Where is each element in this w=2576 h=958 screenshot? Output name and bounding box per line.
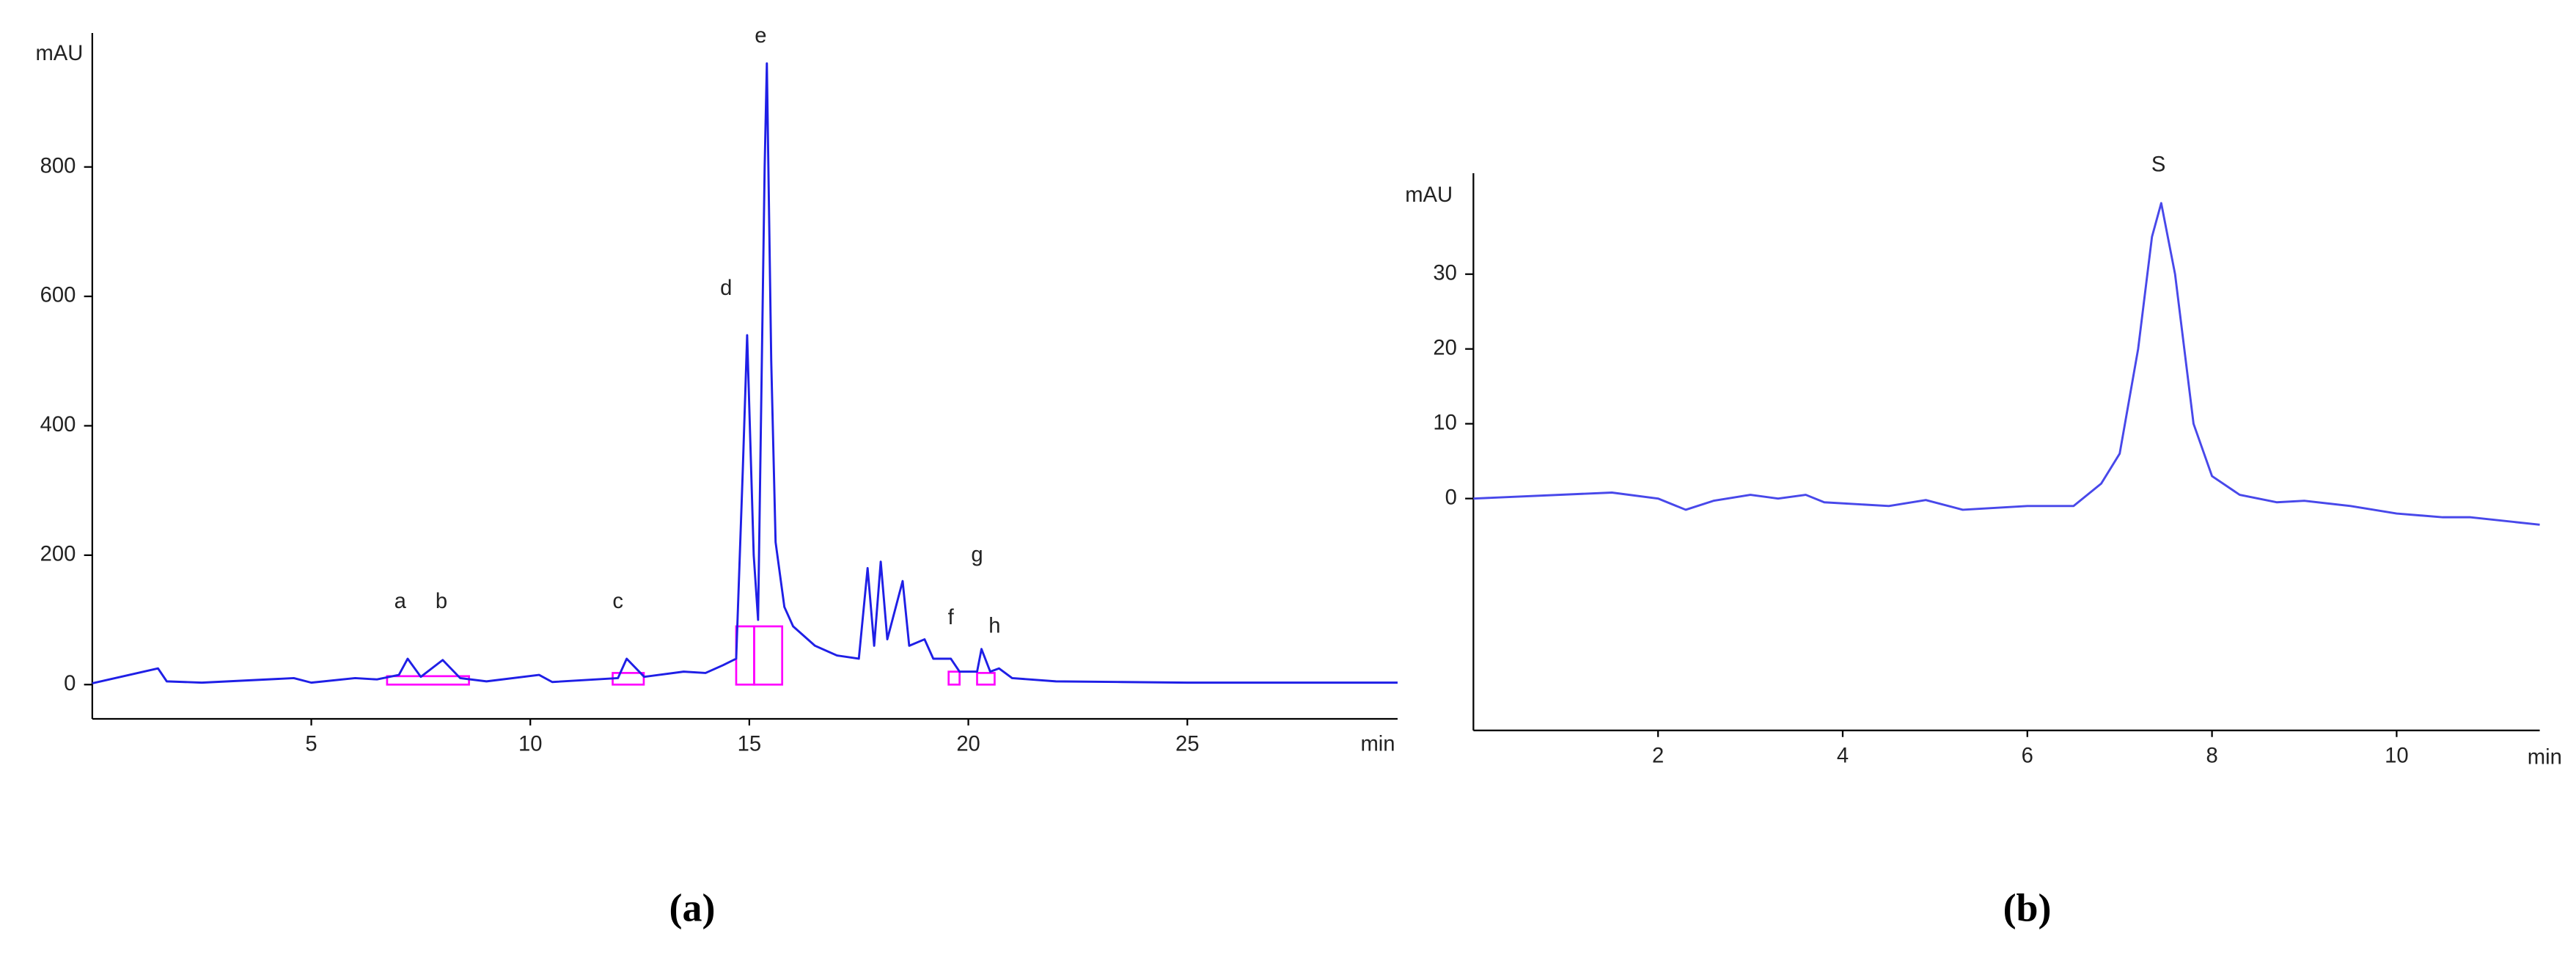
integration-window xyxy=(947,670,961,686)
integration-window xyxy=(735,625,755,686)
x-axis-label: min xyxy=(1360,733,1395,756)
peak-label: d xyxy=(720,277,732,300)
integration-window xyxy=(753,625,784,686)
y-tick-label: 400 xyxy=(40,413,76,436)
peak-label: S xyxy=(2151,153,2165,177)
panel-caption: (b) xyxy=(2003,885,2052,929)
x-tick-label: 20 xyxy=(956,733,980,756)
chromatogram-line xyxy=(1473,202,2540,526)
x-tick-label: 8 xyxy=(2206,744,2217,767)
peak-label: f xyxy=(948,606,955,629)
y-tick-label: 10 xyxy=(1433,411,1456,434)
x-tick-label: 10 xyxy=(518,733,542,756)
peak-label: g xyxy=(971,543,983,566)
y-tick-label: 30 xyxy=(1433,261,1456,285)
x-tick-label: 25 xyxy=(1175,733,1199,756)
peak-label: e xyxy=(755,24,766,48)
integration-window xyxy=(976,672,996,686)
x-tick-label: 5 xyxy=(305,733,317,756)
y-tick-label: 20 xyxy=(1433,336,1456,359)
y-axis-label: mAU xyxy=(1405,183,1453,207)
chromatogram-line xyxy=(92,62,1398,684)
panel-caption: (a) xyxy=(669,885,716,929)
x-tick-label: 2 xyxy=(1652,744,1664,767)
peak-label: b xyxy=(436,590,447,613)
peak-label: a xyxy=(395,590,407,613)
y-tick-label: 800 xyxy=(40,154,76,178)
integration-window xyxy=(386,675,470,686)
y-tick-label: 200 xyxy=(40,543,76,566)
y-tick-label: 0 xyxy=(1445,486,1457,509)
y-tick-label: 600 xyxy=(40,284,76,307)
x-axis-label: min xyxy=(2528,746,2562,769)
peak-label: c xyxy=(612,590,623,613)
x-tick-label: 15 xyxy=(738,733,761,756)
x-tick-label: 10 xyxy=(2385,744,2408,767)
x-tick-label: 6 xyxy=(2022,744,2033,767)
y-tick-label: 0 xyxy=(64,672,76,695)
peak-label: h xyxy=(988,614,1000,637)
y-axis-label: mAU xyxy=(35,42,83,65)
x-tick-label: 4 xyxy=(1837,744,1849,767)
